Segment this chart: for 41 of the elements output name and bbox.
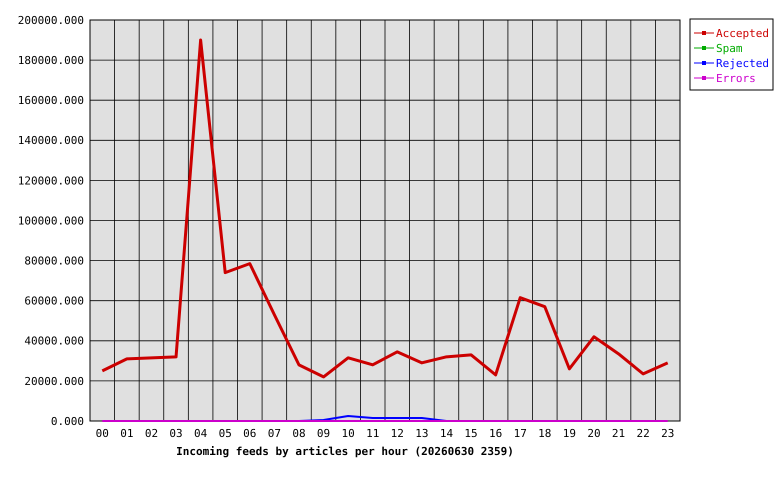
x-tick-label: 14 — [440, 427, 454, 440]
x-tick-label: 13 — [415, 427, 428, 440]
x-tick-label: 02 — [144, 427, 158, 440]
x-tick-label: 12 — [390, 427, 404, 440]
legend-label: Rejected — [716, 56, 769, 70]
x-tick-label: 21 — [612, 427, 626, 440]
x-tick-label: 06 — [243, 427, 256, 440]
legend-label: Accepted — [716, 26, 769, 40]
x-tick-label: 16 — [489, 427, 502, 440]
x-tick-label: 23 — [661, 427, 674, 440]
y-tick-label: 120000.000 — [18, 174, 84, 188]
x-tick-label: 07 — [268, 427, 281, 440]
x-tick-label: 03 — [169, 427, 183, 440]
x-tick-label: 19 — [562, 427, 576, 440]
y-tick-label: 180000.000 — [18, 54, 84, 67]
x-axis-title: Incoming feeds by articles per hour (20260630 2359) — [176, 445, 514, 458]
y-tick-label: 60000.000 — [24, 294, 84, 308]
x-tick-label: 01 — [120, 427, 134, 440]
y-tick-label: 0.000 — [50, 414, 84, 428]
x-tick-label: 00 — [96, 427, 109, 440]
x-tick-label: 18 — [538, 427, 552, 440]
x-tick-label: 04 — [194, 427, 208, 440]
y-tick-label: 160000.000 — [18, 94, 84, 108]
y-tick-label: 200000.000 — [18, 14, 84, 27]
x-tick-label: 20 — [587, 427, 601, 440]
legend-label: Spam — [716, 42, 743, 55]
x-tick-label: 22 — [636, 427, 650, 440]
x-tick-label: 11 — [366, 427, 380, 440]
x-tick-label: 17 — [514, 427, 527, 440]
y-tick-label: 100000.000 — [18, 214, 84, 228]
y-tick-label: 40000.000 — [24, 334, 84, 348]
line-series — [100, 38, 670, 378]
x-tick-label: 05 — [218, 427, 232, 440]
x-tick-label: 10 — [342, 427, 355, 440]
x-tick-label: 09 — [316, 427, 330, 440]
legend-label: Errors — [716, 72, 756, 85]
x-tick-label: 15 — [464, 427, 478, 440]
y-tick-label: 80000.000 — [24, 254, 84, 268]
y-tick-label: 20000.000 — [24, 374, 84, 388]
x-tick-label: 08 — [292, 427, 306, 440]
y-tick-label: 140000.000 — [18, 134, 84, 148]
